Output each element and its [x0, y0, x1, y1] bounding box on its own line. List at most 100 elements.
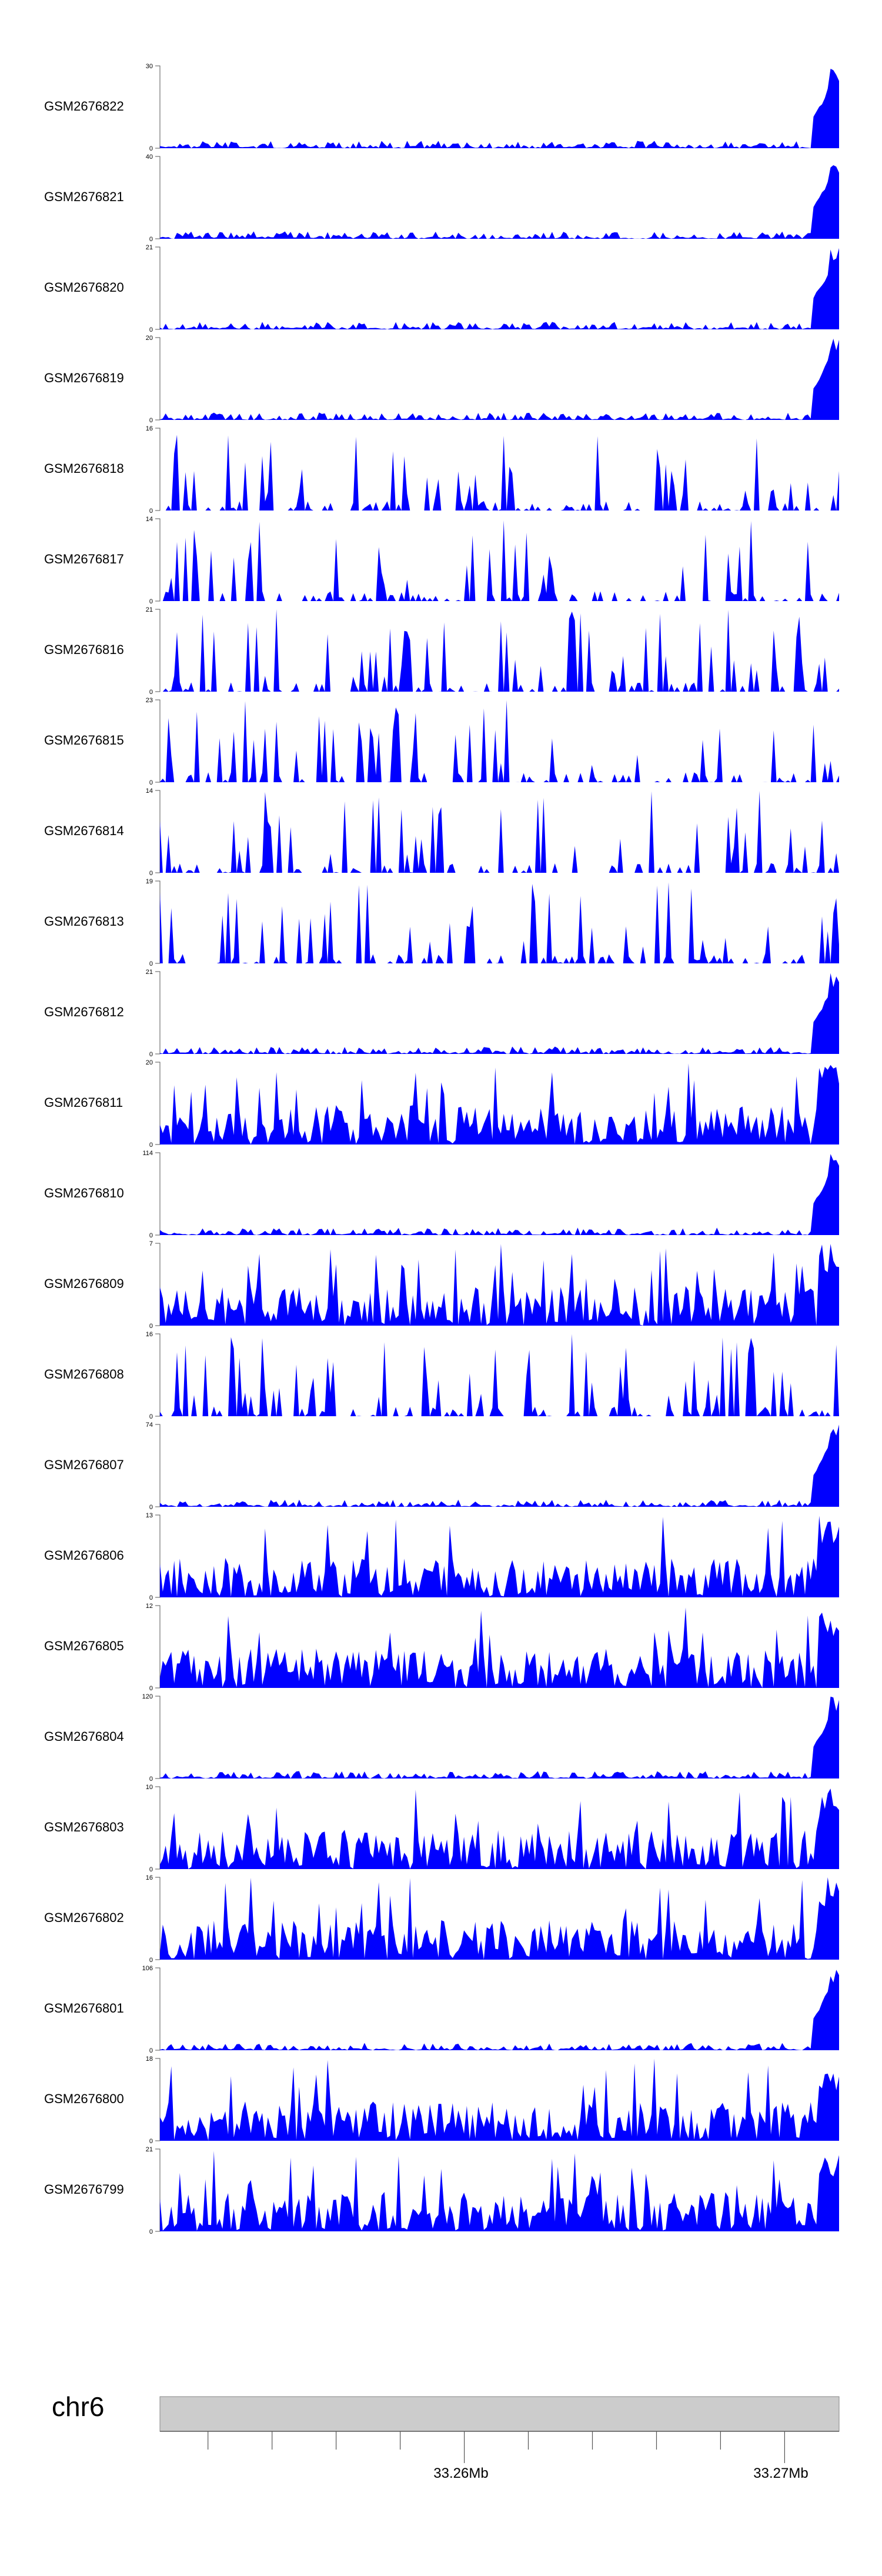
coverage-area: [160, 68, 839, 149]
y-max-label: 19: [146, 878, 153, 885]
coverage-area: [160, 1154, 839, 1235]
y-max-label: 14: [146, 516, 153, 523]
y-axis: [155, 1243, 161, 1326]
y-min-label: 0: [149, 2228, 153, 2235]
track-label: GSM2676816: [44, 642, 124, 657]
y-min-label: 0: [149, 960, 153, 967]
y-axis: [155, 65, 161, 149]
coverage-area: [160, 1516, 839, 1597]
coverage-area: [160, 435, 839, 510]
y-max-label: 14: [146, 788, 153, 795]
y-min-label: 0: [149, 2047, 153, 2054]
track-label: GSM2676817: [44, 552, 124, 566]
y-min-label: 0: [149, 508, 153, 515]
y-max-label: 114: [142, 1150, 153, 1157]
y-min-label: 0: [149, 1957, 153, 1964]
track-label: GSM2676805: [44, 1639, 124, 1653]
track-label: GSM2676822: [44, 99, 124, 114]
x-tick-label-33-27: 33.27Mb: [753, 2465, 808, 2481]
y-axis: [155, 428, 161, 511]
y-min-label: 0: [149, 1142, 153, 1149]
track-label: GSM2676819: [44, 371, 124, 385]
track-gsm2676818: GSM2676818 16 0: [44, 425, 839, 515]
y-max-label: 20: [146, 335, 153, 342]
track-gsm2676811: GSM2676811 20 0: [44, 1059, 839, 1149]
track-gsm2676808: GSM2676808 16 0: [44, 1331, 839, 1420]
y-max-label: 30: [146, 63, 153, 70]
track-gsm2676812: GSM2676812 21 0: [44, 969, 839, 1058]
y-max-label: 12: [146, 1603, 153, 1610]
x-tick-label-33-26: 33.26Mb: [433, 2465, 488, 2481]
y-min-label: 0: [149, 1413, 153, 1420]
coverage-area: [160, 1607, 839, 1688]
coverage-area: [160, 1696, 839, 1778]
y-axis: [155, 1514, 161, 1598]
y-axis: [155, 1696, 161, 1779]
y-max-label: 18: [146, 2056, 153, 2063]
track-gsm2676800: GSM2676800 18 0: [44, 2056, 839, 2145]
track-gsm2676807: GSM2676807 74 0: [44, 1422, 839, 1511]
y-max-label: 21: [146, 606, 153, 613]
y-max-label: 106: [142, 1965, 153, 1972]
track-gsm2676801: GSM2676801 106 0: [44, 1965, 839, 2054]
coverage-area: [160, 700, 839, 782]
y-axis: [155, 1877, 161, 1960]
y-axis: [155, 337, 161, 421]
coverage-area: [160, 520, 839, 601]
y-axis: [155, 1967, 161, 2051]
y-max-label: 74: [146, 1422, 153, 1429]
coverage-area: [160, 609, 839, 692]
track-gsm2676814: GSM2676814 14 0: [44, 788, 839, 877]
y-min-label: 0: [149, 236, 153, 243]
coverage-tracks: GSM2676822300GSM2676821400GSM2676820210G…: [44, 63, 839, 2235]
coverage-area: [160, 338, 839, 420]
coverage-area: [160, 2058, 839, 2141]
y-axis: [155, 2058, 161, 2141]
track-gsm2676804: GSM2676804 120 0: [44, 1693, 839, 1783]
y-min-label: 0: [149, 326, 153, 333]
y-axis: [155, 1062, 161, 1145]
y-max-label: 16: [146, 1874, 153, 1881]
track-gsm2676817: GSM2676817 14 0: [44, 516, 839, 605]
y-min-label: 0: [149, 1594, 153, 1601]
genome-axis: chr6 33.26Mb 33.27Mb: [52, 2391, 840, 2481]
y-axis: [155, 1424, 161, 1507]
track-gsm2676805: GSM2676805 12 0: [44, 1603, 839, 1692]
y-axis: [155, 1786, 161, 1870]
y-min-label: 0: [149, 1051, 153, 1058]
y-axis: [155, 2148, 161, 2232]
y-axis: [155, 971, 161, 1055]
track-label: GSM2676815: [44, 733, 124, 748]
track-label: GSM2676809: [44, 1276, 124, 1291]
y-min-label: 0: [149, 1685, 153, 1692]
track-label: GSM2676806: [44, 1548, 124, 1563]
track-label: GSM2676810: [44, 1186, 124, 1200]
y-axis: [155, 880, 161, 964]
y-max-label: 23: [146, 697, 153, 704]
coverage-area: [160, 1334, 839, 1416]
coverage-area: [160, 973, 839, 1054]
track-label: GSM2676803: [44, 1820, 124, 1834]
coverage-area: [160, 2151, 839, 2231]
y-axis: [155, 1333, 161, 1417]
y-min-label: 0: [149, 145, 153, 152]
y-max-label: 21: [146, 969, 153, 976]
track-gsm2676809: GSM2676809 7 0: [44, 1240, 839, 1330]
y-max-label: 7: [149, 1240, 153, 1247]
coverage-area: [160, 1877, 839, 1960]
y-axis: [155, 1152, 161, 1236]
y-max-label: 20: [146, 1059, 153, 1066]
track-gsm2676822: GSM2676822 30 0: [44, 63, 839, 152]
track-label: GSM2676802: [44, 1910, 124, 1925]
y-min-label: 0: [149, 1232, 153, 1239]
track-label: GSM2676807: [44, 1457, 124, 1472]
y-min-label: 0: [149, 1776, 153, 1783]
track-label: GSM2676814: [44, 823, 124, 838]
coverage-area: [160, 165, 839, 239]
y-min-label: 0: [149, 1323, 153, 1330]
y-min-label: 0: [149, 417, 153, 424]
y-axis: [155, 156, 161, 239]
y-min-label: 0: [149, 870, 153, 877]
track-gsm2676810: GSM2676810 114 0: [44, 1150, 839, 1239]
